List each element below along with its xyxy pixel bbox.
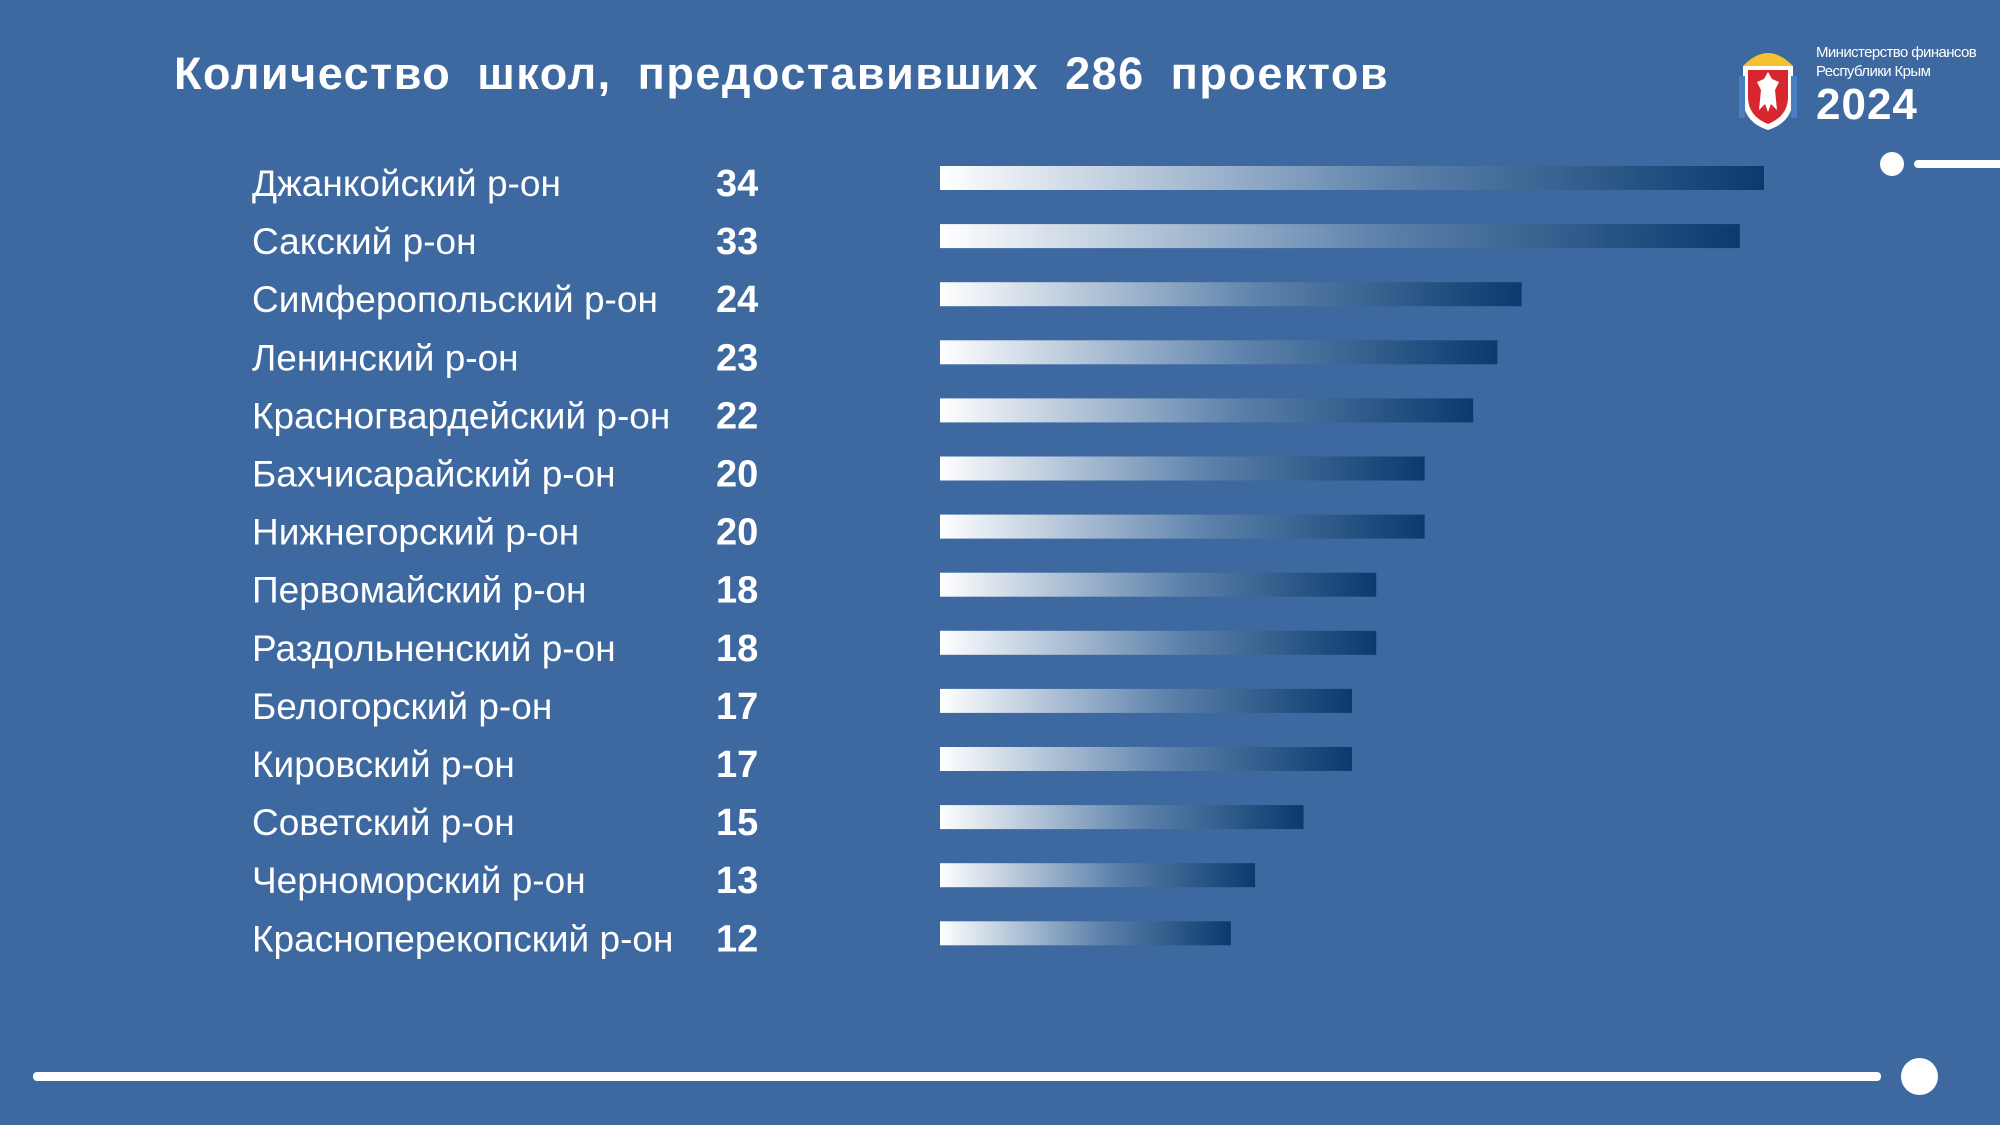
category-label-6: Нижнегорский р-он	[252, 512, 579, 553]
bar-6	[940, 514, 1425, 539]
category-label-2: Симферопольский р-он	[252, 279, 658, 320]
value-label-5: 20	[716, 454, 758, 496]
value-label-4: 22	[716, 395, 758, 437]
value-label-8: 18	[716, 628, 758, 670]
decorative-line-top	[1914, 160, 2000, 168]
ministry-name-line2: Республики Крым	[1816, 63, 1931, 80]
category-label-3: Ленинский р-он	[252, 337, 519, 378]
category-label-4: Красногвардейский р-он	[252, 395, 670, 436]
bar-11	[940, 805, 1304, 830]
bar-0	[940, 166, 1764, 190]
year-label: 2024	[1816, 80, 1918, 129]
category-label-9: Белогорский р-он	[252, 686, 552, 727]
value-label-9: 17	[716, 686, 758, 728]
category-label-11: Советский р-он	[252, 802, 515, 843]
bar-12	[940, 863, 1256, 888]
bar-7	[940, 572, 1377, 597]
value-label-7: 18	[716, 570, 758, 612]
bar-2	[940, 282, 1522, 307]
decorative-dot-bottom	[1901, 1058, 1938, 1095]
value-label-13: 12	[716, 918, 758, 960]
value-label-1: 33	[716, 221, 758, 263]
chart-rows: Джанкойский р-он 34 Сакский р-он 33 Симфероп…	[252, 163, 1764, 960]
page-title: Количество школ, предоставивших 286 прое…	[174, 48, 1389, 99]
decorative-line-bottom	[33, 1072, 1881, 1081]
category-label-7: Первомайский р-он	[252, 570, 586, 611]
ministry-name-line1: Министерство финансов	[1816, 44, 1977, 61]
bar-13	[940, 921, 1231, 946]
value-label-6: 20	[716, 512, 758, 554]
value-label-2: 24	[716, 279, 758, 321]
ministry-logo: Министерство финансов Республики Крым 20…	[1735, 40, 1980, 130]
category-label-5: Бахчисарайский р-он	[252, 454, 616, 495]
bar-4	[940, 398, 1474, 423]
category-label-13: Красноперекопский р-он	[252, 918, 673, 959]
value-label-10: 17	[716, 744, 758, 786]
value-label-12: 13	[716, 860, 758, 902]
category-label-0: Джанкойский р-он	[252, 163, 561, 204]
bar-8	[940, 630, 1377, 655]
value-label-11: 15	[716, 802, 758, 844]
category-label-12: Черноморский р-он	[252, 860, 586, 901]
bar-1	[940, 224, 1740, 249]
category-label-8: Раздольненский р-он	[252, 628, 616, 669]
bar-5	[940, 456, 1425, 481]
crimea-coat-of-arms-icon	[1739, 53, 1797, 130]
bar-9	[940, 688, 1352, 713]
decorative-dot-top	[1880, 152, 1904, 176]
category-label-10: Кировский р-он	[252, 744, 515, 785]
bar-3	[940, 340, 1498, 365]
bar-10	[940, 747, 1352, 771]
value-label-3: 23	[716, 337, 758, 379]
category-label-1: Сакский р-он	[252, 221, 477, 262]
value-label-0: 34	[716, 163, 758, 205]
